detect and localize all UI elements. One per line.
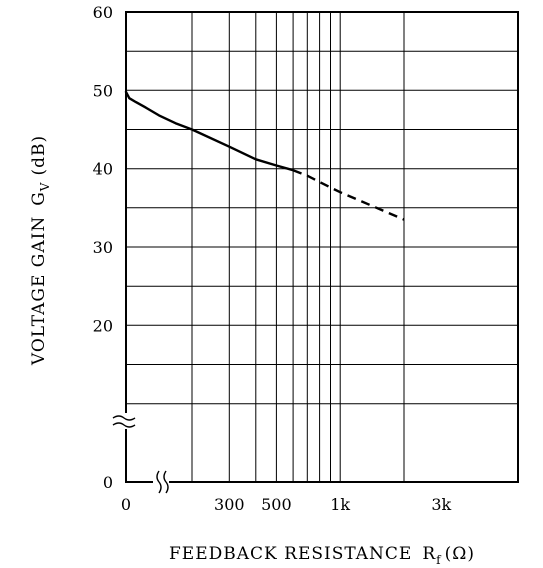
gain-curve-dashed [292, 169, 405, 221]
gain-curve-solid [124, 90, 295, 172]
x-tick-label: 300 [214, 495, 245, 514]
x-tick-label: 1k [330, 495, 350, 514]
x-tick-label: 0 [121, 495, 131, 514]
x-tick-label: 500 [261, 495, 292, 514]
y-axis-label: VOLTAGE GAINGV(dB) [29, 135, 52, 366]
gain-curves [124, 90, 405, 221]
y-tick-label: 50 [93, 81, 113, 100]
axis-breaks [112, 413, 169, 494]
x-axis-label: FEEDBACK RESISTANCE Rf (Ω) [169, 544, 475, 567]
y-tick-label: 0 [103, 473, 113, 492]
y-tick-label: 30 [93, 238, 113, 257]
y-tick-label: 40 [93, 160, 113, 179]
y-tick-label: 20 [93, 316, 113, 335]
y-axis-break [112, 413, 136, 429]
tick-labels: 0 20 30 40 50 60 0 300 500 1k 3k [93, 3, 452, 514]
x-axis-break [153, 470, 169, 494]
plot-frame [125, 11, 519, 483]
y-tick-label: 60 [93, 3, 113, 22]
grid-lines [126, 12, 518, 482]
x-tick-label: 3k [431, 495, 451, 514]
